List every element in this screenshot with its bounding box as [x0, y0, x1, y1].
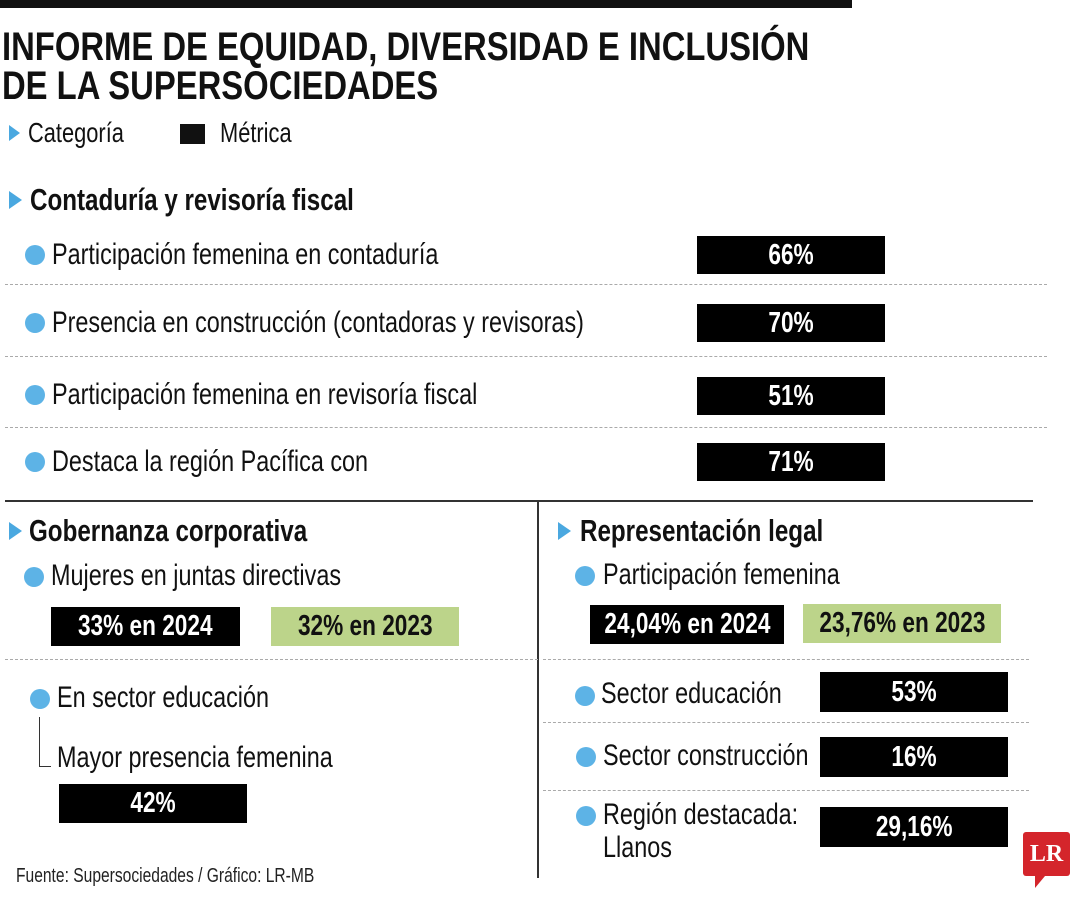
- bullet-icon: [575, 686, 595, 706]
- row-label: Presencia en construcción (contadoras y …: [52, 306, 584, 339]
- metric-box: 53%: [820, 672, 1008, 712]
- page-title-line2: DE LA SUPERSOCIEDADES: [2, 64, 439, 108]
- row-label: Sector construcción: [603, 739, 809, 772]
- bullet-icon: [25, 245, 45, 265]
- legend-metric: Métrica: [220, 117, 292, 148]
- category-triangle-icon: [9, 125, 20, 141]
- section-triangle-icon: [9, 191, 22, 209]
- row-label: Región destacada:: [603, 798, 799, 831]
- section-heading-contaduria: Contaduría y revisoría fiscal: [30, 182, 354, 217]
- metric-box-2023: 32% en 2023: [271, 607, 459, 646]
- section-rule: [5, 500, 1033, 502]
- divider: [5, 427, 1047, 428]
- bullet-icon: [25, 385, 45, 405]
- participacion-label: Participación femenina: [603, 558, 840, 591]
- mayor-label: Mayor presencia femenina: [57, 741, 333, 774]
- metric-box: 29,16%: [820, 807, 1008, 847]
- metric-square-icon: [180, 124, 205, 144]
- column-divider: [537, 500, 539, 878]
- divider: [543, 790, 1029, 791]
- metric-box: 70%: [697, 304, 885, 342]
- bullet-icon: [24, 567, 44, 587]
- row-label: Destaca la región Pacífica con: [52, 445, 369, 478]
- metric-box: 51%: [697, 377, 885, 415]
- bullet-icon: [30, 689, 50, 709]
- connector-line: [39, 717, 51, 767]
- legend-category: Categoría: [28, 117, 124, 148]
- row-label: Sector educación: [601, 677, 782, 710]
- top-rule: [0, 0, 852, 8]
- metric-box-2024: 33% en 2024: [51, 607, 240, 646]
- educacion-label: En sector educación: [57, 681, 270, 714]
- divider: [5, 356, 1047, 357]
- metric-box: 71%: [697, 443, 885, 481]
- section-heading-representacion: Representación legal: [580, 513, 824, 548]
- section-triangle-icon: [9, 522, 22, 540]
- section-heading-gobernanza: Gobernanza corporativa: [29, 513, 308, 548]
- metric-box: 16%: [820, 737, 1008, 777]
- bullet-icon: [576, 747, 596, 767]
- juntas-label: Mujeres en juntas directivas: [51, 559, 342, 592]
- row-label: Participación femenina en revisoría fisc…: [52, 378, 478, 411]
- metric-box-2024: 24,04% en 2024: [590, 605, 784, 644]
- metric-box: 66%: [697, 236, 885, 274]
- divider: [5, 284, 1047, 285]
- bullet-icon: [25, 452, 45, 472]
- metric-box-2023: 23,76% en 2023: [803, 604, 1001, 643]
- lr-logo: LR: [1023, 832, 1070, 888]
- metric-box: 42%: [59, 784, 247, 823]
- source-footer: Fuente: Supersociedades / Gráfico: LR-MB: [16, 865, 315, 887]
- divider: [543, 659, 1029, 660]
- section-triangle-icon: [558, 522, 571, 540]
- bullet-icon: [575, 566, 595, 586]
- row-label: Participación femenina en contaduría: [52, 238, 439, 271]
- bullet-icon: [25, 313, 45, 333]
- row-label-line2: Llanos: [603, 831, 672, 864]
- divider: [5, 659, 538, 660]
- bullet-icon: [576, 806, 596, 826]
- divider: [543, 722, 1029, 723]
- page-title: INFORME DE EQUIDAD, DIVERSIDAD E INCLUSI…: [2, 25, 810, 69]
